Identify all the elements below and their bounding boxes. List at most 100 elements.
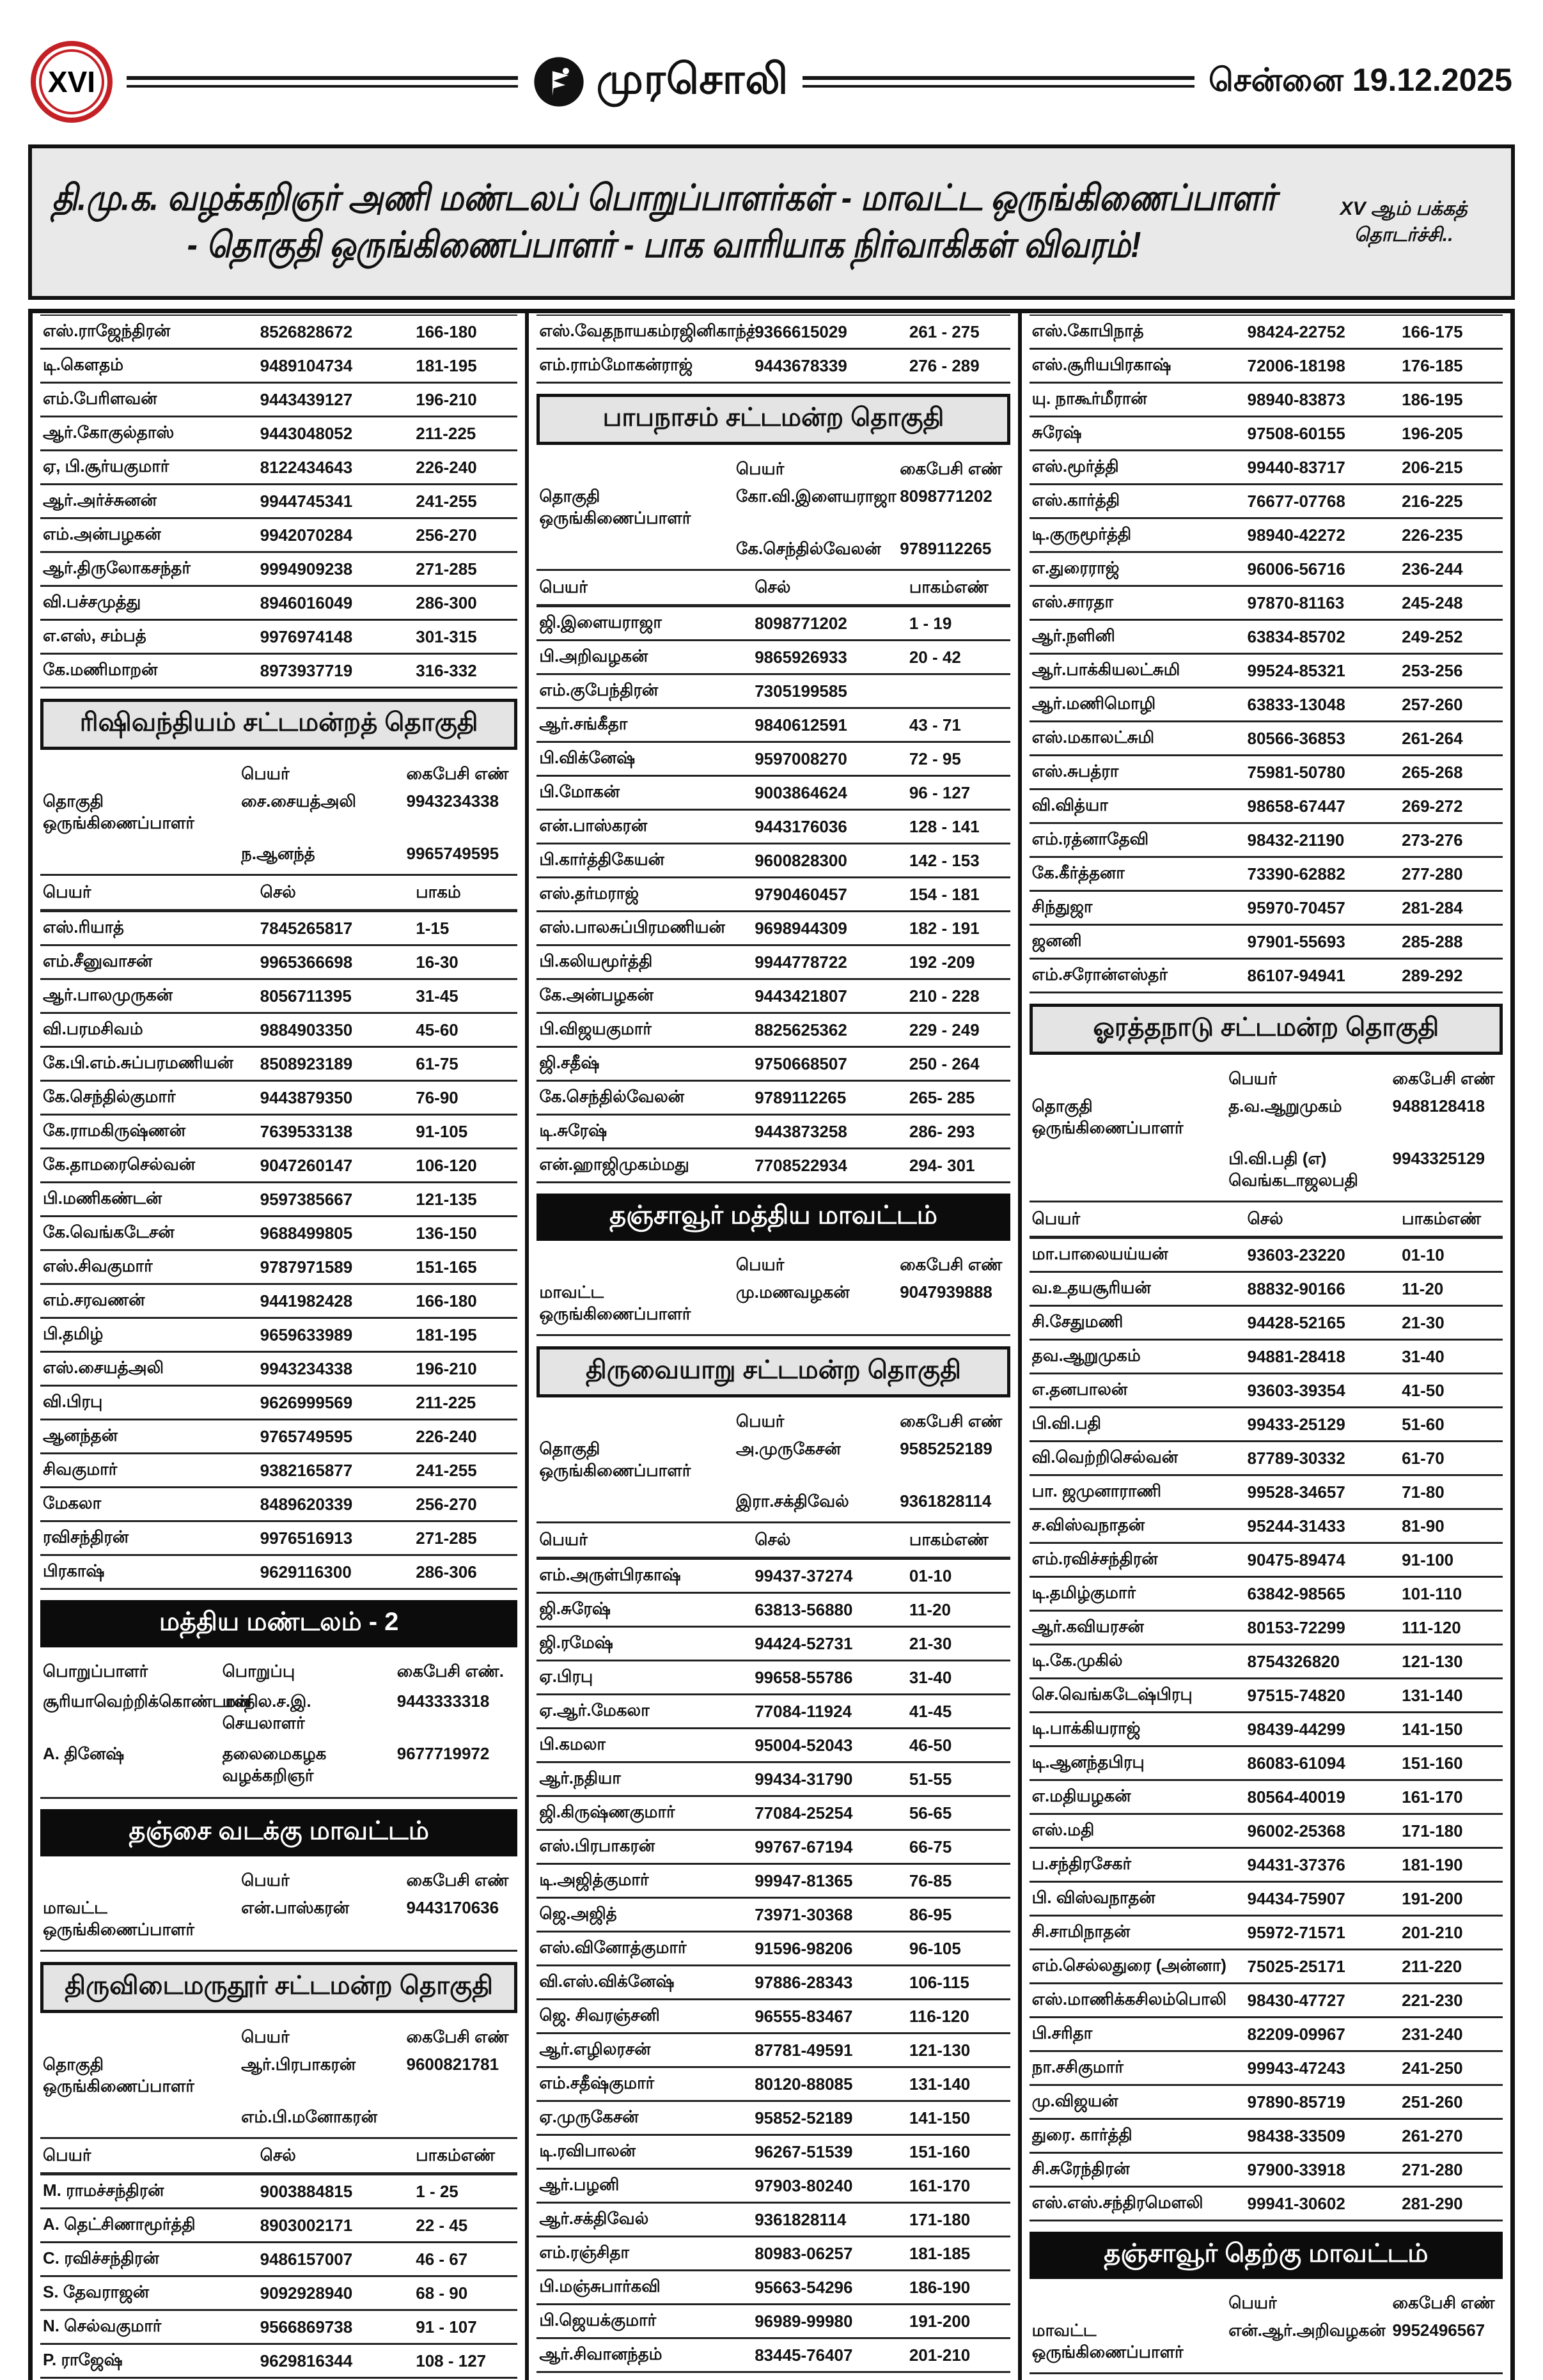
row-name: எஸ்.கோபிநாத்: [1031, 321, 1144, 341]
row-phone: 99947-81365: [755, 1871, 853, 1890]
row-part: 96-105: [909, 1938, 961, 1958]
section-header-constituency: ரிஷிவந்தியம் சட்டமன்றத் தொகுதி: [40, 699, 518, 751]
row-phone: 75981-50780: [1247, 762, 1345, 782]
table-row: P. ராஜேஷ் 9629816344 108 - 127: [40, 2345, 518, 2379]
officer-row: சூரியாவெற்றிக்கொண்டான் மாநில.ச.இ. செயலாளர…: [40, 1687, 517, 1739]
row-name: எஸ்.பிரபாகரன்: [539, 1836, 655, 1856]
row-part: 1-15: [416, 918, 450, 938]
row-phone: 9629816344: [260, 2351, 353, 2370]
row-part: 91-100: [1402, 1550, 1454, 1569]
row-name: வ.உதயசூரியன்: [1031, 1278, 1151, 1298]
coordinator-column-headers: பெயர் கைபேசி எண்: [40, 2023, 517, 2050]
table-row: மேகலா 8489620339 256-270: [40, 1488, 518, 1523]
coordinator-phone: 9952496567: [1392, 2321, 1485, 2340]
row-part: 241-250: [1402, 2058, 1463, 2078]
row-name: பி.வி.பதி: [1031, 1413, 1102, 1433]
row-part: 01-10: [909, 1566, 952, 1585]
head-mobile: கைபேசி எண்: [900, 1412, 1003, 1431]
row-part: 201-210: [909, 2345, 971, 2365]
row-part: 192 -209: [909, 952, 975, 972]
table-row: கே.செந்தில்வேலன் 9789112265 265- 285: [537, 1082, 1010, 1116]
coordinator-column-headers: பெயர் கைபேசி எண்: [40, 760, 517, 787]
row-part: 76-90: [416, 1087, 458, 1107]
row-phone: 98658-67447: [1247, 796, 1345, 816]
coordinator-column-headers: பெயர் கைபேசி எண்: [537, 455, 1010, 482]
row-name: வி.பரமசிவம்: [43, 1019, 143, 1039]
row-name: ஆர்.பழனி: [539, 2175, 620, 2195]
row-part: 211-220: [909, 2379, 1008, 2380]
row-phone: 80983-06257: [755, 2243, 853, 2263]
row-part: 31-45: [416, 986, 458, 1006]
table-row: எஸ்.பிரபாகரன் 99767-67194 66-75: [537, 1831, 1010, 1865]
table-row: ரவிசந்திரன் 9976516913 271-285: [40, 1522, 518, 1557]
row-name: எம்.திருமுருகன்: [539, 2378, 755, 2380]
row-part: 221-230: [1402, 1990, 1463, 2010]
coordinator-phone: 9789112265: [900, 539, 992, 559]
row-part: 181-185: [909, 2243, 971, 2263]
row-part: 210 - 228: [909, 986, 980, 1006]
row-part: 289-292: [1402, 965, 1463, 985]
row-part: 211-225: [416, 423, 476, 443]
list-column-headers: பெயர் செல் பாகம்எண்: [537, 1525, 1010, 1559]
row-phone: 9976516913: [260, 1528, 353, 1548]
listing-table: எஸ்.ராஜேந்திரன் 8526828672 166-180 டி.கௌதம்…: [28, 309, 1515, 2380]
officer-duty: தலைமைகழக வழக்கறிஞர்: [222, 1744, 327, 1785]
section-header-district: தஞ்சாவூர் மத்திய மாவட்டம்: [537, 1194, 1010, 1241]
member-rows: M. ராமச்சந்திரன் 9003884815 1 - 25 A. தெட்ச…: [40, 2174, 518, 2380]
head-officer: பொறுப்பாளர்: [43, 1661, 148, 1681]
row-phone: 8508923189: [260, 1054, 353, 1073]
coordinator-row: தொகுதி ஒருங்கிணைப்பாளர் அ.முருகேசன் 958525…: [537, 1435, 1010, 1487]
row-name: கே.வெங்கடேசன்: [43, 1222, 175, 1242]
table-row: எஸ்.ராஜேந்திரன் 8526828672 166-180: [40, 316, 518, 350]
row-part: 186-195: [1402, 389, 1463, 409]
row-part: 257-260: [1402, 694, 1463, 714]
row-phone: 8946016049: [260, 593, 353, 612]
row-name: பி.கார்த்திகேயன்: [539, 850, 664, 869]
row-part: 196-210: [416, 1358, 477, 1378]
table-row: எ.தனபாலன் 93603-39354 41-50: [1029, 1374, 1503, 1409]
row-part: 171-180: [909, 2209, 971, 2229]
head-cell: செல்: [1247, 1209, 1283, 1229]
table-row: கே.வெங்கடேசன் 9688499805 136-150: [40, 1217, 518, 1252]
row-name: ஆர்.நதியா: [539, 1768, 621, 1788]
row-phone: 98438-33509: [1247, 2126, 1345, 2145]
row-part: 181-195: [416, 1325, 477, 1344]
row-name: டி.ரவிபாலன்: [539, 2141, 636, 2161]
table-row: தவ.ஆறுமுகம் 94881-28418 31-40: [1029, 1341, 1503, 1375]
table-row: ஜெ.அஜித் 73971-30368 86-95: [537, 1899, 1010, 1933]
table-row: ஆர்.சிவானந்தம் 83445-76407 201-210: [537, 2339, 1010, 2374]
row-phone: 9750668507: [755, 1054, 847, 1073]
coordinator-phone: 9443170636: [406, 1898, 499, 1918]
row-name: செ.வெங்கடேஷ்பிரபு: [1031, 1684, 1193, 1704]
coordinator-phone: 8098771202: [900, 486, 992, 506]
row-name: எஸ்.சையத்அலி: [43, 1358, 164, 1378]
head-cell: செல்: [755, 577, 791, 597]
officer-name: A. தினேஷ்: [43, 1744, 125, 1764]
row-name: ஜனனி: [1031, 931, 1082, 951]
row-part: 1 - 19: [909, 613, 952, 633]
row-phone: 9789112265: [755, 1087, 847, 1107]
row-phone: 98430-47727: [1247, 1990, 1345, 2010]
row-phone: 98432-21190: [1247, 830, 1345, 850]
head-name: பெயர்: [735, 1255, 785, 1275]
row-phone: 75025-25171: [1247, 1956, 1345, 1976]
row-name: ஜி.ரமேஷ்: [539, 1633, 613, 1653]
coordinator-name: ஆர்.பிரபாகரன்: [241, 2055, 356, 2074]
table-row: எம்.குபேந்திரன் 7305199585: [537, 675, 1010, 710]
coordinator-row: இரா.சக்திவேல் 9361828114: [537, 1487, 1010, 1518]
row-name: எம்.சீனுவாசன்: [43, 951, 153, 971]
row-phone: 97900-33918: [1247, 2159, 1345, 2179]
member-rows: ஜி.இளையராஜா 8098771202 1 - 19 பி.அறிவழகன் 98…: [537, 606, 1010, 1184]
row-name: M. ராமச்சந்திரன்: [43, 2181, 164, 2200]
row-name: டி.ஆனந்தபிரபு: [1031, 1752, 1145, 1772]
table-row: எம்.சீனுவாசன் 9965366698 16-30: [40, 946, 518, 981]
table-row: கே.மணிமாறன் 8973937719 316-332: [40, 655, 518, 689]
row-part: 176-185: [1402, 355, 1463, 375]
row-phone: 76677-07768: [1247, 491, 1345, 511]
member-rows: எஸ்.ராஜேந்திரன் 8526828672 166-180 டி.கௌதம்…: [40, 315, 518, 689]
list-column-headers: பெயர் செல் பாகம்எண்: [40, 2140, 518, 2175]
row-name: பி.மணிகண்டன்: [43, 1188, 162, 1208]
row-phone: 8526828672: [260, 322, 353, 341]
table-row: எம்.சதீஷ்குமார் 80120-88085 131-140: [537, 2068, 1010, 2103]
row-phone: 99524-85321: [1247, 660, 1345, 680]
